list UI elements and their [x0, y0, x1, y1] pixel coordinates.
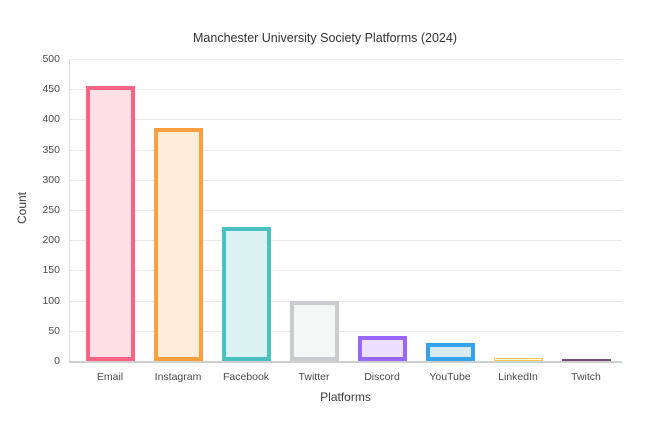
y-axis-line: [69, 59, 70, 361]
y-tick-label: 100: [42, 294, 60, 307]
gridline: [69, 149, 622, 151]
y-tick-label: 500: [42, 53, 60, 65]
x-tick-label: Instagram: [154, 371, 202, 383]
x-tick-label: YouTube: [429, 371, 471, 383]
y-tick-label: 450: [42, 83, 60, 96]
y-tick-label: 50: [48, 324, 60, 337]
bar-youtube: [425, 342, 475, 361]
x-axis-line: [69, 360, 622, 363]
x-tick-label: Email: [96, 371, 124, 383]
bar-twitch: [561, 359, 611, 361]
x-tick-label: LinkedIn: [498, 371, 538, 383]
gridline: [69, 119, 622, 121]
gridline: [69, 330, 622, 332]
gridline: [69, 89, 622, 91]
bar-discord: [357, 335, 407, 361]
gridline: [69, 240, 622, 242]
bar-instagram: [153, 128, 203, 361]
bar-email: [85, 85, 135, 361]
x-tick-label: Twitch: [571, 371, 601, 383]
x-tick-label: Facebook: [222, 371, 270, 383]
bar-twitter: [289, 300, 339, 361]
x-tick-label: Twitter: [298, 371, 330, 383]
y-tick-label: 200: [42, 234, 60, 247]
y-tick-label: 150: [42, 264, 60, 277]
y-tick-label: 350: [42, 143, 60, 156]
y-tick-label: 300: [42, 173, 60, 186]
bar-facebook: [221, 226, 271, 361]
y-tick-label: 400: [42, 113, 60, 126]
y-tick-label: 0: [54, 355, 60, 367]
x-axis-title: Platforms: [320, 390, 371, 404]
gridline: [69, 179, 622, 181]
y-tick-label: 250: [42, 204, 60, 216]
chart-title: Manchester University Society Platforms …: [193, 31, 457, 45]
x-tick-label: Discord: [364, 371, 400, 383]
gridline: [69, 270, 622, 272]
bar-linkedin: [493, 357, 543, 361]
gridline: [69, 210, 622, 211]
gridline: [69, 300, 622, 302]
gridline: [69, 59, 622, 60]
